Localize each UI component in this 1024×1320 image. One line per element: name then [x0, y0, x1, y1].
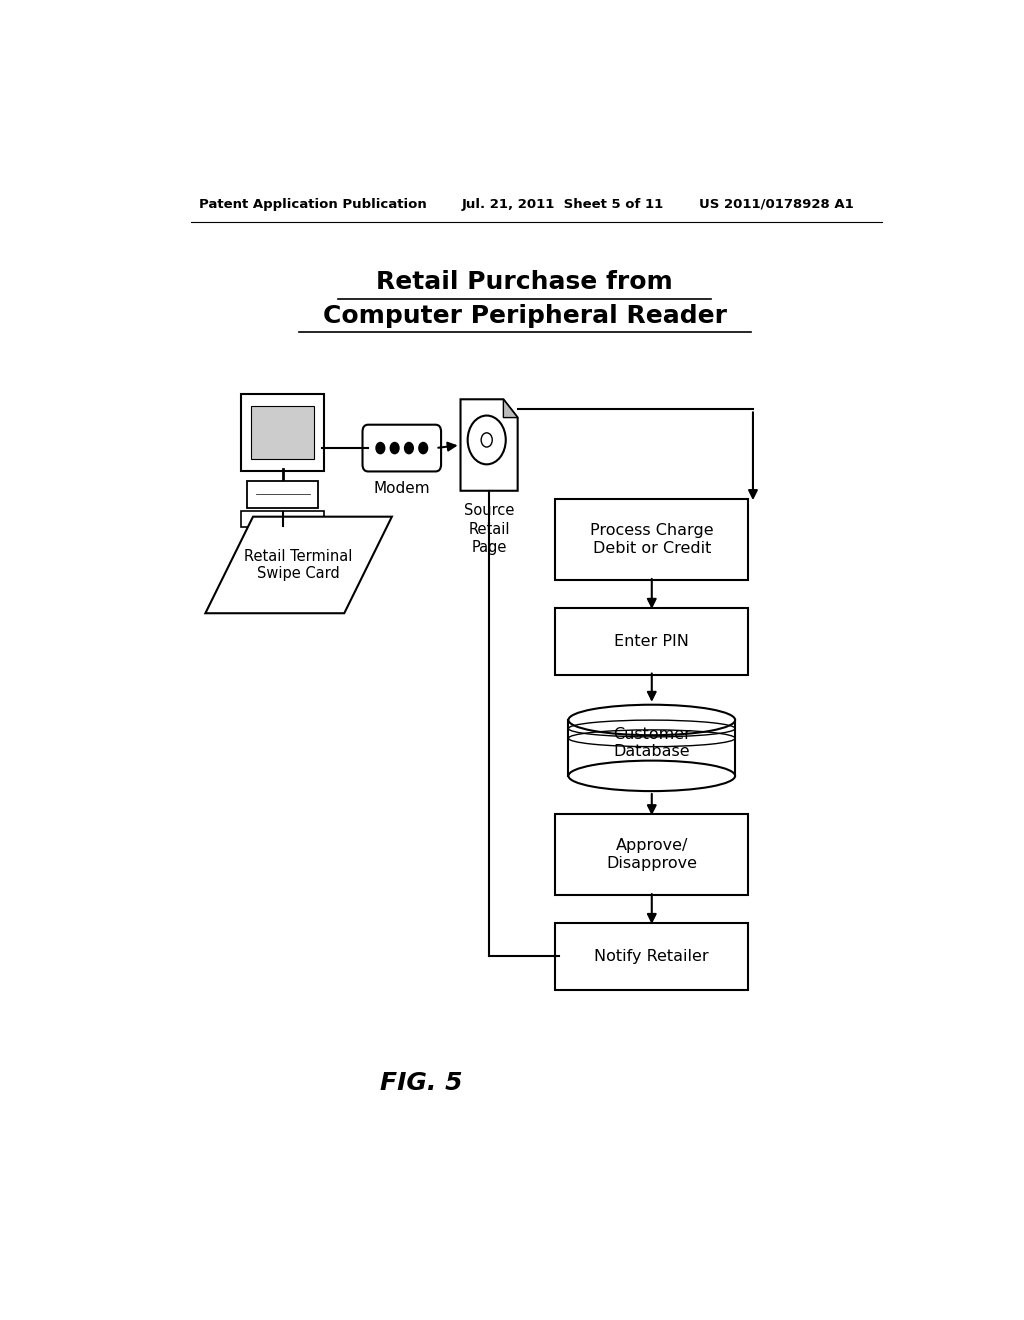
- FancyBboxPatch shape: [242, 511, 324, 528]
- FancyBboxPatch shape: [555, 923, 749, 990]
- Text: Approve/
Disapprove: Approve/ Disapprove: [606, 838, 697, 871]
- Text: Notify Retailer: Notify Retailer: [595, 949, 709, 964]
- Text: Computer Peripheral Reader: Computer Peripheral Reader: [323, 304, 727, 327]
- FancyBboxPatch shape: [555, 814, 749, 895]
- FancyBboxPatch shape: [555, 607, 749, 675]
- Polygon shape: [206, 516, 392, 614]
- FancyBboxPatch shape: [251, 407, 314, 459]
- Circle shape: [390, 442, 399, 454]
- Polygon shape: [504, 399, 518, 417]
- Ellipse shape: [568, 760, 735, 791]
- FancyBboxPatch shape: [242, 395, 324, 471]
- Text: Customer
Database: Customer Database: [612, 726, 691, 759]
- Text: Modem: Modem: [374, 480, 430, 495]
- Text: Retail Purchase from: Retail Purchase from: [377, 271, 673, 294]
- Text: Process Charge
Debit or Credit: Process Charge Debit or Credit: [590, 523, 714, 556]
- Text: US 2011/0178928 A1: US 2011/0178928 A1: [699, 198, 854, 211]
- Circle shape: [419, 442, 428, 454]
- Text: Retail Terminal
Swipe Card: Retail Terminal Swipe Card: [245, 549, 353, 581]
- Circle shape: [404, 442, 414, 454]
- Text: FIG. 5: FIG. 5: [380, 1072, 463, 1096]
- Circle shape: [376, 442, 385, 454]
- Text: Patent Application Publication: Patent Application Publication: [200, 198, 427, 211]
- Text: Enter PIN: Enter PIN: [614, 634, 689, 648]
- FancyBboxPatch shape: [555, 499, 749, 581]
- Ellipse shape: [568, 705, 735, 735]
- Polygon shape: [461, 399, 518, 491]
- FancyBboxPatch shape: [247, 480, 318, 508]
- FancyBboxPatch shape: [362, 425, 441, 471]
- Text: Jul. 21, 2011  Sheet 5 of 11: Jul. 21, 2011 Sheet 5 of 11: [461, 198, 664, 211]
- Text: Source
Retail
Page: Source Retail Page: [464, 503, 514, 556]
- Circle shape: [481, 433, 493, 447]
